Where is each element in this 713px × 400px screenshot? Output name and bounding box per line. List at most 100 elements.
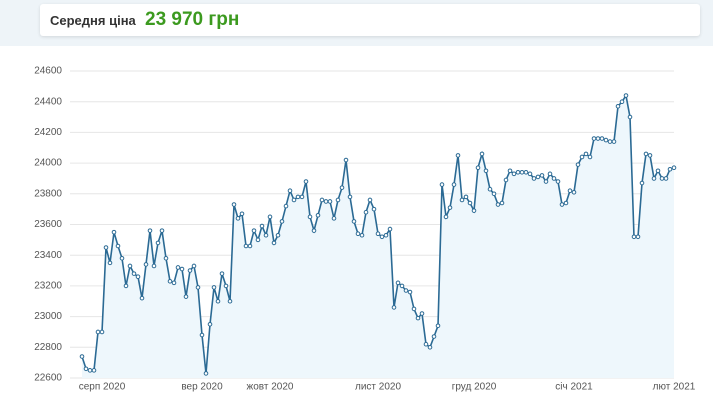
point [423, 341, 429, 347]
point [283, 203, 289, 209]
point [219, 271, 225, 276]
y-tick-label: 23000 [34, 311, 62, 322]
point [471, 208, 477, 213]
point [475, 165, 481, 171]
point [507, 168, 513, 174]
point [199, 332, 205, 338]
point [407, 289, 413, 295]
point [503, 177, 509, 183]
point [535, 174, 541, 180]
point [139, 295, 145, 301]
y-tick-label: 24200 [34, 127, 62, 138]
point [663, 176, 669, 181]
point [175, 265, 181, 270]
point [631, 234, 637, 240]
point [339, 185, 345, 190]
point [179, 266, 185, 272]
point [299, 194, 305, 200]
point [143, 262, 149, 267]
point [511, 171, 517, 177]
point [463, 194, 469, 200]
point [643, 151, 649, 157]
point [119, 255, 125, 261]
point [271, 240, 277, 246]
point [131, 271, 137, 276]
point [551, 176, 557, 181]
point [331, 216, 337, 221]
point [443, 214, 449, 220]
point [335, 197, 341, 203]
point [159, 228, 165, 233]
y-tick-label: 24000 [34, 158, 62, 169]
point [627, 114, 633, 120]
y-tick-label: 22800 [34, 342, 62, 353]
point [419, 311, 425, 316]
point [531, 176, 537, 181]
point [667, 166, 673, 172]
point [411, 306, 417, 312]
point [347, 194, 353, 200]
point [295, 194, 301, 200]
point [591, 136, 597, 141]
point [343, 157, 349, 163]
point [487, 186, 493, 192]
point [571, 189, 577, 195]
point [111, 229, 117, 235]
point [575, 162, 581, 167]
point [451, 182, 457, 187]
point [639, 180, 645, 186]
point [495, 202, 501, 207]
point [671, 165, 677, 171]
point [315, 212, 321, 218]
point [267, 214, 273, 220]
point [583, 151, 589, 157]
y-tick-label: 24600 [34, 66, 62, 77]
point [107, 260, 113, 266]
point [203, 371, 209, 376]
point [371, 206, 377, 212]
point [351, 219, 357, 224]
point [623, 93, 629, 98]
point [103, 245, 109, 250]
point [319, 197, 325, 203]
point [363, 209, 369, 215]
point [355, 231, 361, 237]
point [611, 139, 617, 144]
point [483, 168, 489, 174]
point [79, 354, 85, 359]
point [595, 136, 601, 141]
point [427, 345, 433, 350]
point [123, 283, 129, 289]
point [607, 139, 613, 144]
point [207, 321, 213, 327]
point [555, 179, 561, 184]
point [543, 179, 549, 184]
y-tick-label: 23600 [34, 219, 62, 230]
point [195, 285, 201, 290]
point [135, 274, 141, 279]
point [91, 368, 97, 373]
point [603, 137, 609, 143]
point [171, 280, 177, 286]
point [307, 214, 313, 220]
point [303, 179, 309, 184]
point [367, 197, 373, 203]
price-value: 23 970 грн [145, 9, 240, 30]
point [519, 170, 525, 175]
area [82, 95, 674, 378]
point [287, 188, 293, 194]
point [127, 263, 133, 269]
x-tick-label: жовт 2020 [247, 382, 294, 393]
point [459, 197, 465, 203]
point [375, 231, 381, 237]
x-tick-label: січ 2021 [555, 382, 593, 393]
x-tick-label: серп 2020 [79, 382, 126, 393]
point [183, 294, 189, 299]
y-tick-label: 23200 [34, 281, 62, 292]
point [527, 171, 533, 177]
point [163, 255, 169, 261]
point [359, 232, 365, 238]
point [415, 315, 421, 321]
